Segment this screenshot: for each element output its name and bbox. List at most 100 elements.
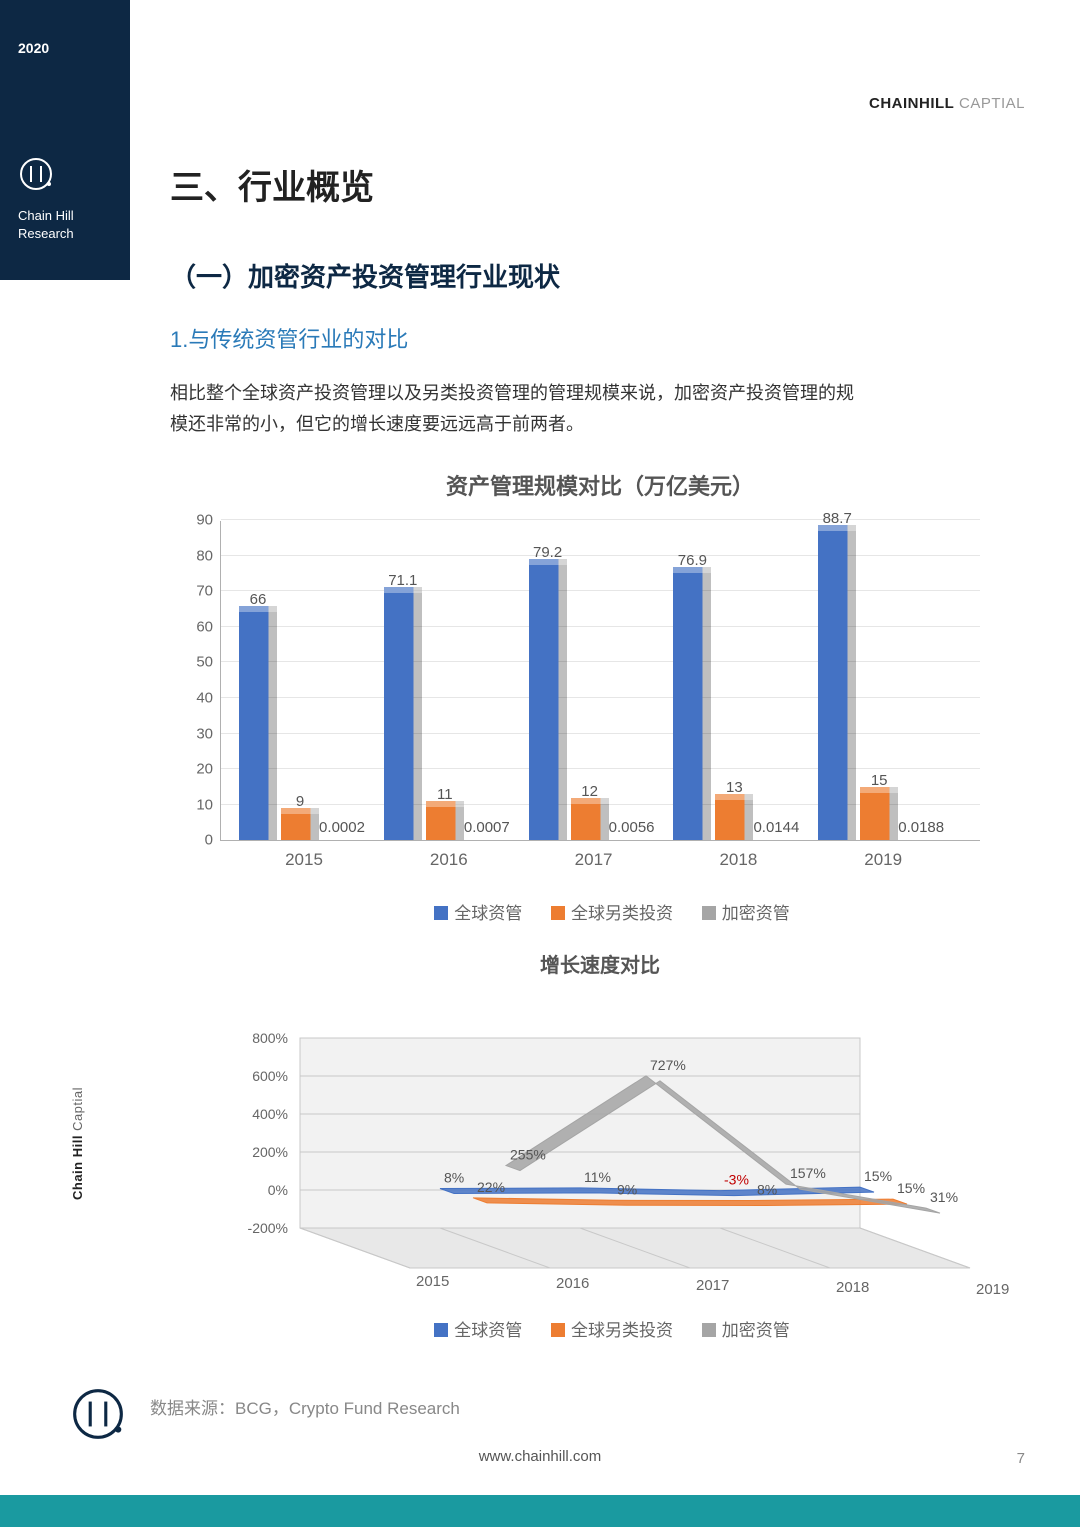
bar-value-label: 12 [581, 783, 598, 804]
page-number: 7 [1017, 1450, 1025, 1467]
point-value-label: 727% [650, 1057, 686, 1073]
data-source: 数据来源：BCG，Crypto Fund Research [150, 1394, 460, 1419]
body-paragraph: 相比整个全球资产投资管理以及另类投资管理的管理规模来说，加密资产投资管理的规模还… [170, 378, 870, 439]
legend-label-2: 全球另类投资 [571, 1321, 673, 1340]
point-value-label: 8% [444, 1170, 464, 1186]
point-value-label: 11% [584, 1169, 611, 1185]
x-tick-label: 2017 [529, 840, 659, 870]
bar-value-label: 11 [437, 786, 453, 807]
y-tick-label: 10 [196, 796, 221, 813]
y-tick-label: 80 [196, 547, 221, 564]
legend-label-2: 全球另类投资 [571, 904, 673, 923]
bar-value-label: 9 [296, 793, 304, 814]
chart2-svg: -200%0%200%400%600%800%20152016201720182… [190, 998, 1010, 1298]
bar: 71.1 [384, 587, 422, 840]
bar: 0.0007 [468, 834, 506, 840]
point-value-label: 15% [864, 1168, 892, 1184]
legend-swatch-3 [702, 1323, 716, 1337]
x-tick-label: 2016 [556, 1275, 589, 1292]
brand-line1: Chain Hill [18, 208, 74, 223]
y-tick-label: 90 [196, 512, 221, 529]
heading-2: （一）加密资产投资管理行业现状 [170, 257, 1030, 294]
y-tick-label: 20 [196, 761, 221, 778]
x-tick-label: 2019 [976, 1281, 1009, 1298]
heading-1: 三、行业概览 [170, 160, 1030, 209]
x-tick-label: 2016 [384, 840, 514, 870]
legend-swatch-1 [434, 1323, 448, 1337]
y-tick-label: 400% [252, 1106, 288, 1122]
y-tick-label: 30 [196, 725, 221, 742]
x-tick-label: 2017 [696, 1277, 729, 1294]
brand-light: CAPTIAL [954, 95, 1025, 112]
legend-swatch-1 [434, 906, 448, 920]
point-value-label: 9% [617, 1181, 637, 1197]
legend-label-1: 全球资管 [454, 904, 522, 923]
y-tick-label: 800% [252, 1030, 288, 1046]
footer-url: www.chainhill.com [479, 1448, 602, 1465]
brand-line2: Research [18, 226, 74, 241]
point-value-label: 255% [510, 1147, 546, 1163]
side-bold: Chain Hill [70, 1135, 85, 1200]
bar-value-label: 76.9 [678, 552, 707, 573]
main-content: 三、行业概览 （一）加密资产投资管理行业现状 1.与传统资管行业的对比 相比整个… [170, 160, 1030, 1349]
y-tick-label: -200% [248, 1220, 288, 1236]
legend-label-3: 加密资管 [722, 1321, 790, 1340]
bar: 11 [426, 801, 464, 840]
bar-value-label: 0.0002 [319, 819, 365, 840]
bar-value-label: 66 [250, 591, 267, 612]
y-tick-label: 200% [252, 1144, 288, 1160]
y-tick-label: 60 [196, 618, 221, 635]
legend-swatch-3 [702, 906, 716, 920]
legend-swatch-2 [551, 1323, 565, 1337]
point-value-label: 31% [930, 1189, 958, 1205]
point-value-label: 15% [897, 1180, 925, 1196]
bar-value-label: 15 [871, 772, 888, 793]
y-tick-label: 0% [268, 1182, 288, 1198]
bar: 0.0144 [757, 834, 795, 840]
chart2-title: 增长速度对比 [170, 949, 1030, 978]
legend-label-3: 加密资管 [722, 904, 790, 923]
x-tick-label: 2018 [836, 1279, 869, 1296]
bar-value-label: 88.7 [823, 510, 852, 531]
brand-label: Chain Hill Research [18, 207, 112, 242]
legend-swatch-2 [551, 906, 565, 920]
bar: 79.2 [529, 559, 567, 841]
side-light: Captial [70, 1087, 85, 1135]
chart1-plot: 010203040506070809020156690.0002201671.1… [220, 521, 980, 841]
x-tick-label: 2018 [673, 840, 803, 870]
line-chart-3d: 增长速度对比 -200%0%200%400%600%800%2015201620… [170, 949, 1030, 1349]
year-label: 2020 [18, 40, 112, 56]
bar-chart: 资产管理规模对比（万亿美元） 0102030405060708090201566… [170, 469, 1030, 929]
bar: 66 [239, 606, 277, 841]
y-tick-label: 70 [196, 583, 221, 600]
bar: 0.0056 [613, 834, 651, 840]
point-value-label: 8% [757, 1182, 777, 1198]
footer-logo-icon [70, 1386, 126, 1447]
point-value-label: 22% [477, 1179, 505, 1195]
logo-icon [18, 156, 112, 197]
bar-value-label: 71.1 [388, 572, 417, 593]
bar: 0.0002 [323, 834, 361, 840]
point-value-label: -3% [724, 1172, 749, 1188]
y-tick-label: 40 [196, 689, 221, 706]
x-tick-label: 2015 [416, 1273, 449, 1290]
bar: 15 [860, 787, 898, 840]
bar-value-label: 0.0007 [464, 819, 510, 840]
heading-3: 1.与传统资管行业的对比 [170, 322, 1030, 354]
chart1-legend: 全球资管 全球另类投资 加密资管 [170, 899, 1030, 924]
bar: 76.9 [673, 567, 711, 840]
bar: 9 [281, 808, 319, 840]
brand-bold: CHAINHILL [869, 95, 954, 112]
x-tick-label: 2019 [818, 840, 948, 870]
side-brand-label: Chain Hill Captial [70, 1087, 85, 1200]
y-tick-label: 50 [196, 654, 221, 671]
bar-value-label: 0.0056 [609, 819, 655, 840]
chart2-legend: 全球资管 全球另类投资 加密资管 [170, 1316, 1030, 1341]
chart1-title: 资产管理规模对比（万亿美元） [170, 469, 1030, 501]
legend-label-1: 全球资管 [454, 1321, 522, 1340]
bar: 13 [715, 794, 753, 840]
point-value-label: 157% [790, 1165, 826, 1181]
bar: 0.0188 [902, 834, 940, 840]
x-tick-label: 2015 [239, 840, 369, 870]
header-brand: CHAINHILL CAPTIAL [869, 95, 1025, 112]
